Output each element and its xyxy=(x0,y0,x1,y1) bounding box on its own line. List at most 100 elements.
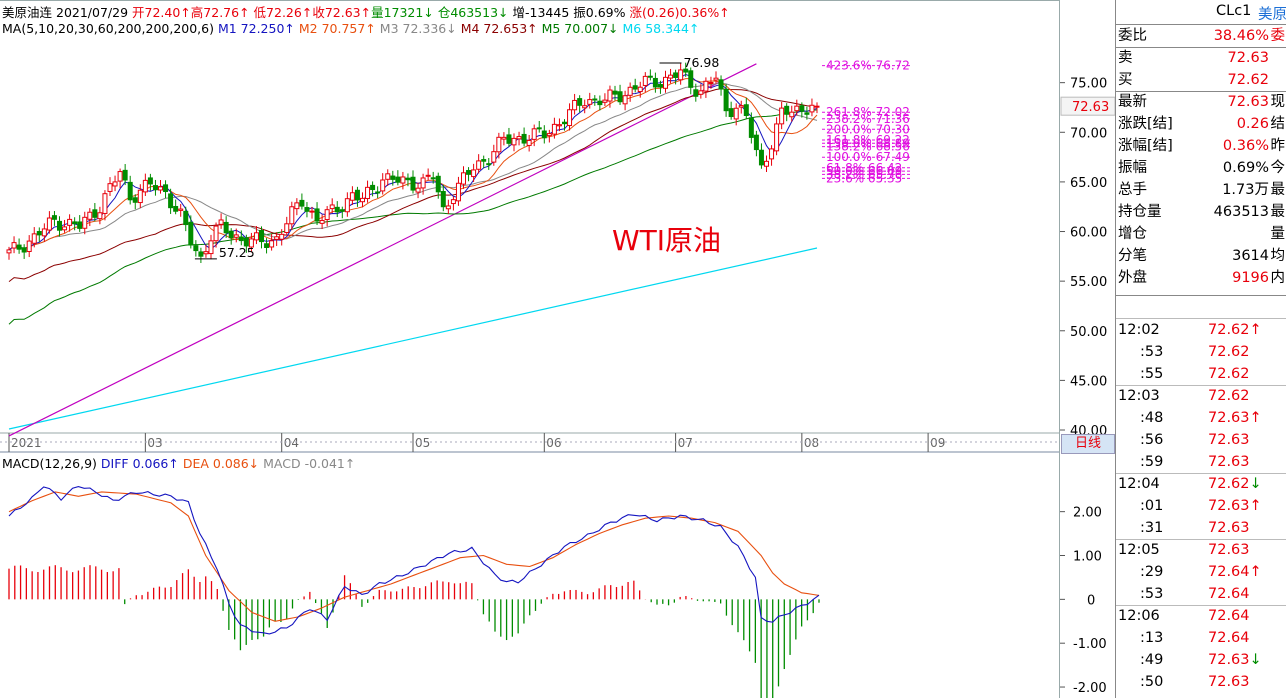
x-axis-label: 05 xyxy=(415,436,430,450)
quote-row-value: 38.46% xyxy=(1213,28,1269,44)
candle-body xyxy=(304,207,310,212)
candle-body xyxy=(804,112,810,115)
period-day-button[interactable]: 日线 xyxy=(1061,434,1115,454)
candle-body xyxy=(567,109,573,127)
tick-time: :55 xyxy=(1140,366,1164,382)
ma3-line xyxy=(8,82,818,251)
quote-row-label: 外盘 xyxy=(1118,270,1147,286)
candle-body xyxy=(602,99,608,103)
tick-row: :56 72.63 xyxy=(1118,429,1286,451)
tick-time: :48 xyxy=(1140,410,1164,426)
candle-body xyxy=(11,242,17,249)
macd-diff-line xyxy=(8,486,820,635)
symbol-name: 美原油连 xyxy=(2,5,53,20)
candle-body xyxy=(370,184,376,191)
chart-svg[interactable]: 2021 03 04 05 06 07 08 09 76.98 57.25 423.6% 76.72… xyxy=(0,0,1059,698)
tick-separator xyxy=(1116,385,1286,386)
candle-body xyxy=(481,159,487,162)
tick-price: 72.64↑ xyxy=(1208,564,1262,580)
candle-body xyxy=(107,183,113,192)
candle-body xyxy=(137,189,143,204)
candle-body xyxy=(728,108,734,118)
quote-row-value: 0.26 xyxy=(1236,116,1269,132)
candle-body xyxy=(329,204,335,210)
macd-y-axis-label: 0 xyxy=(1087,593,1095,608)
tick-price: 72.62 xyxy=(1208,366,1250,382)
y-axis-label: 55.00 xyxy=(1070,275,1107,290)
tick-separator xyxy=(1116,318,1286,319)
candle-body xyxy=(147,177,153,185)
candle-body xyxy=(809,104,815,113)
quote-row: 卖 72.63 xyxy=(1118,47,1286,69)
tick-price: 72.64 xyxy=(1208,608,1250,624)
candle-body xyxy=(789,111,795,118)
quote-row-label: 买 xyxy=(1118,72,1133,88)
quote-row-value: 0.36% xyxy=(1222,138,1269,154)
candle-body xyxy=(496,136,502,153)
tick-time: 12:06 xyxy=(1118,608,1160,624)
ma-legend-items: M1 72.250↑ M2 70.757↑ M3 72.336↓ M4 72.6… xyxy=(218,21,699,36)
candle-body xyxy=(597,100,603,106)
candle-body xyxy=(627,86,633,96)
quote-row-label: 委比 xyxy=(1118,28,1147,44)
x-axis-label: 06 xyxy=(546,436,561,450)
tick-time: :59 xyxy=(1140,454,1164,470)
candle-body xyxy=(647,75,653,78)
candle-body xyxy=(259,229,264,243)
quote-row-label: 持仓量 xyxy=(1118,204,1162,220)
quote-row-extra: 现 xyxy=(1270,94,1286,110)
quote-row-value: 72.63 xyxy=(1227,94,1269,110)
candle-body xyxy=(324,209,330,221)
quote-row-value: 72.63 xyxy=(1227,50,1269,66)
tick-price: 72.63 xyxy=(1208,432,1250,448)
quote-row-extra: 内 xyxy=(1270,270,1286,286)
tick-time: :53 xyxy=(1140,586,1164,602)
quote-info-bar: 美原油连 2021/07/29 开72.40↑高72.76↑ 低72.26↑收7… xyxy=(2,2,730,21)
candle-body xyxy=(572,99,578,111)
tick-price: 72.63↑ xyxy=(1208,410,1262,426)
macd-diff-value: DIFF 0.066↑ xyxy=(100,456,179,471)
candle-body xyxy=(67,218,73,226)
candle-body xyxy=(334,206,340,213)
quote-row-extra: 均 xyxy=(1270,248,1286,264)
tick-price: 72.62↓ xyxy=(1208,476,1262,492)
quote-row-label: 涨跌[结] xyxy=(1118,116,1173,132)
fib-label: 100.0% 67.49 xyxy=(826,150,910,164)
y-axis-label: 75.00 xyxy=(1070,77,1107,92)
quote-row: 分笔 3614 均 xyxy=(1118,245,1286,267)
tick-price: 72.64 xyxy=(1208,586,1250,602)
quote-row: 持仓量 463513 最 xyxy=(1118,201,1286,223)
x-axis-label: 08 xyxy=(804,436,819,450)
candle-body xyxy=(461,172,466,185)
candle-body xyxy=(551,123,557,135)
down-arrow-icon: ↓ xyxy=(1249,476,1262,492)
quote-side-panel: CLc1 美原 委比 38.46% 委卖 72.63 买 72.62 最新 72.63 现涨跌[… xyxy=(1115,0,1286,698)
quote-low: 低72.26↑ xyxy=(253,5,313,20)
candle-body xyxy=(476,160,482,170)
quote-volume: 量17321↓ xyxy=(371,5,434,20)
quote-row: 最新 72.63 现 xyxy=(1118,91,1286,113)
tick-separator xyxy=(1116,539,1286,540)
chart-area[interactable]: 2021 03 04 05 06 07 08 09 76.98 57.25 423.6% 76.72… xyxy=(0,0,1059,698)
candle-body xyxy=(556,124,562,127)
side-panel-header: CLc1 美原 xyxy=(1116,0,1286,25)
y-axis-label: 65.00 xyxy=(1070,176,1107,191)
ma-legend-item: M3 72.336↓ xyxy=(375,21,457,36)
ma4-line xyxy=(8,88,818,282)
candle-body xyxy=(703,80,709,92)
tick-row: :49 72.63↓ xyxy=(1118,649,1286,671)
macd-dea-value: DEA 0.086↓ xyxy=(182,456,260,471)
candle-body xyxy=(193,245,199,252)
quote-row-extra: 今 xyxy=(1270,160,1286,176)
tick-price: 72.63↑ xyxy=(1208,498,1262,514)
candle-body xyxy=(21,247,27,253)
candle-body xyxy=(188,221,194,246)
tick-row: 12:03 72.62 xyxy=(1118,385,1286,407)
side-symbol-name: 美原 xyxy=(1258,7,1286,23)
macd-macd-value: MACD -0.041↑ xyxy=(263,456,356,471)
candle-body xyxy=(354,189,360,201)
tick-time: :53 xyxy=(1140,344,1164,360)
candle-body xyxy=(168,193,174,209)
candle-body xyxy=(122,169,128,181)
y-axis-label: 50.00 xyxy=(1070,325,1107,340)
